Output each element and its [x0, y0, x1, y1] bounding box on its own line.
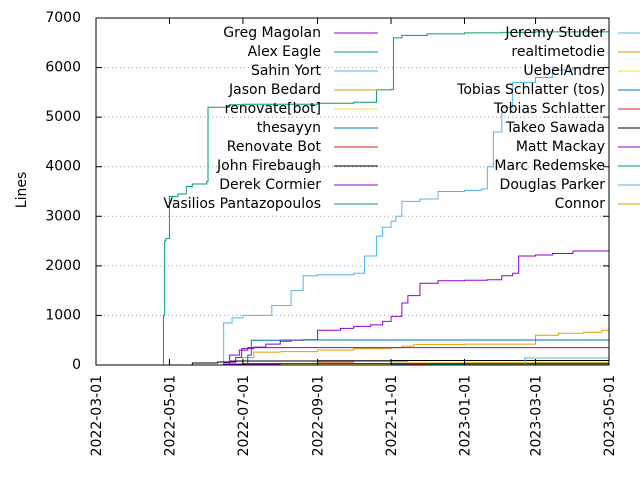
legend-label-0: Greg Magolan	[223, 25, 321, 41]
legend-label-2: Sahin Yort	[251, 63, 322, 79]
y-tick-label-2: 2000	[45, 258, 81, 274]
legend-label-1: Alex Eagle	[248, 44, 321, 60]
legend-label-16: Matt Mackay	[516, 139, 605, 155]
series-line-0	[220, 250, 609, 366]
legend-label-4: renovate[bot]	[225, 101, 321, 117]
x-tick-label-4: 2022-11-01	[384, 375, 400, 456]
axes: 0 1000 2000 3000 4000 5000 6000 7000 2022-03-01 2…	[45, 10, 618, 456]
x-tick-label-1: 2022-05-01	[162, 375, 178, 456]
y-tick-label-3: 3000	[45, 208, 81, 224]
legend-label-12: UebelAndre	[523, 63, 605, 79]
legend: Greg Magolan Alex Eagle Sahin Yort Jason Be…	[163, 25, 640, 212]
x-tick-label-5: 2023-01-01	[457, 375, 473, 456]
legend-label-11: realtimetodie	[511, 44, 605, 60]
legend-label-18: Douglas Parker	[500, 177, 606, 193]
legend-label-13: Tobias Schlatter (tos)	[456, 82, 605, 98]
y-tick-label-1: 1000	[45, 307, 81, 323]
y-tick-label-0: 0	[72, 357, 81, 373]
legend-label-3: Jason Bedard	[228, 82, 321, 98]
y-tick-label-4: 4000	[45, 159, 81, 175]
legend-label-15: Takeo Sawada	[505, 120, 605, 136]
y-tick-label-5: 5000	[45, 109, 81, 125]
legend-label-5: thesayyn	[257, 120, 321, 136]
series-line-9	[162, 31, 610, 366]
series-line-5	[223, 339, 610, 366]
legend-label-8: Derek Cormier	[219, 177, 321, 193]
legend-label-19: Connor	[555, 196, 606, 212]
x-tick-label-0: 2022-03-01	[89, 375, 105, 456]
series-line-8	[206, 347, 610, 366]
legend-label-10: Jeremy Studer	[504, 25, 605, 41]
y-tick-label-7: 7000	[45, 10, 81, 26]
x-tick-label-7: 2023-05-01	[602, 375, 618, 456]
series-line-2	[220, 67, 609, 366]
series-line-3	[229, 329, 610, 366]
legend-label-17: Marc Redemske	[494, 158, 605, 174]
x-tick-label-6: 2023-03-01	[529, 375, 545, 456]
legend-label-7: John Firebaugh	[216, 158, 321, 174]
legend-label-6: Renovate Bot	[227, 139, 322, 155]
legend-label-14: Tobias Schlatter	[493, 101, 605, 117]
y-tick-label-6: 6000	[45, 60, 81, 76]
x-tick-label-2: 2022-07-01	[236, 375, 252, 456]
grid-lines	[96, 67, 609, 316]
legend-label-9: Vasilios Pantazopoulos	[163, 196, 321, 212]
y-axis-title: Lines	[14, 172, 30, 208]
plot-border	[95, 17, 610, 366]
x-tick-label-3: 2022-09-01	[311, 375, 327, 456]
